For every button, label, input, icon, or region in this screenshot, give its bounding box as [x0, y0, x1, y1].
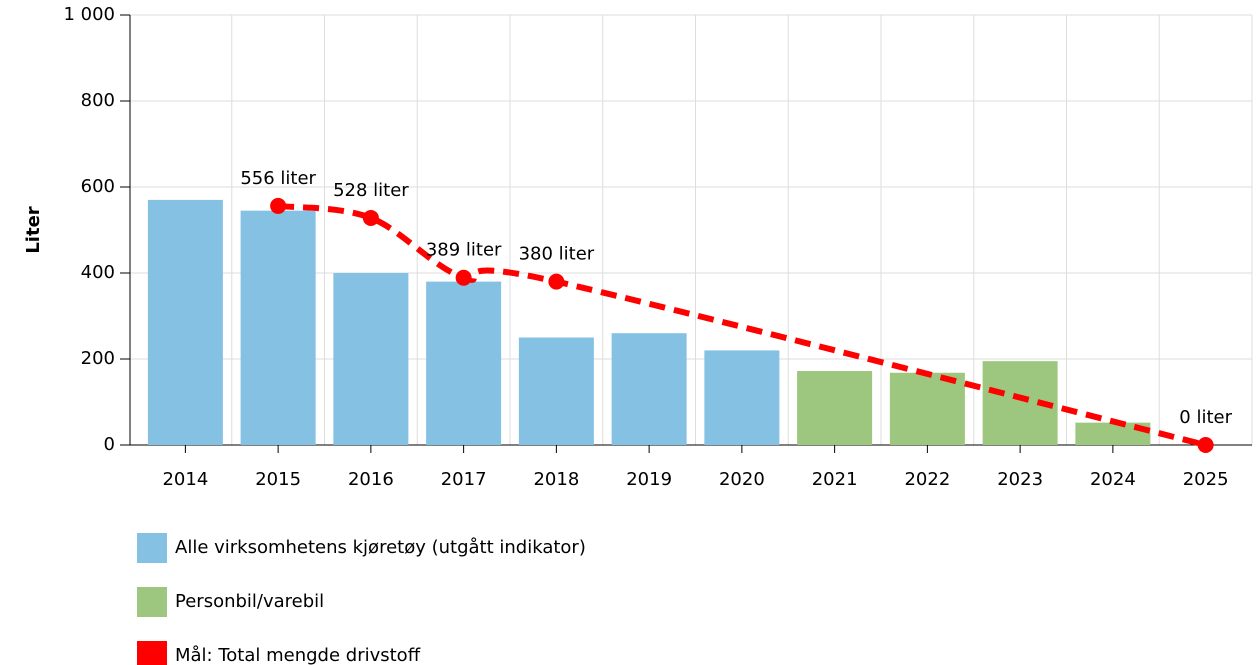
goal-point: [455, 269, 472, 286]
bar: [1075, 422, 1151, 445]
y-tick-label: 400: [81, 262, 115, 283]
data-label: 380 liter: [519, 244, 595, 265]
bar: [333, 273, 409, 445]
bar: [147, 199, 223, 445]
x-tick-label: 2015: [255, 469, 301, 490]
legend-label: Personbil/varebil: [175, 591, 324, 612]
y-tick-label: 0: [104, 434, 115, 455]
x-tick-label: 2023: [997, 469, 1043, 490]
legend-label: Mål: Total mengde drivstoff: [175, 645, 421, 665]
y-tick-label: 1 000: [63, 4, 115, 25]
x-tick-label: 2025: [1183, 469, 1229, 490]
x-tick-label: 2016: [348, 469, 394, 490]
goal-point: [362, 209, 379, 226]
data-label: 556 liter: [240, 168, 316, 189]
x-tick-label: 2014: [162, 469, 208, 490]
x-tick-label: 2024: [1090, 469, 1136, 490]
x-tick-label: 2019: [626, 469, 672, 490]
x-tick-label: 2022: [904, 469, 950, 490]
bar: [240, 210, 316, 445]
bar: [797, 371, 873, 445]
legend-swatch: [137, 533, 167, 563]
x-tick-label: 2017: [441, 469, 487, 490]
goal-line: [277, 202, 1207, 448]
goal-point: [548, 273, 565, 290]
data-label: 528 liter: [333, 180, 409, 201]
x-tick-label: 2020: [719, 469, 765, 490]
goal-point: [270, 197, 287, 214]
x-tick-label: 2018: [533, 469, 579, 490]
legend-label: Alle virksomhetens kjøretøy (utgått indi…: [175, 537, 586, 558]
bar: [704, 350, 780, 445]
y-tick-label: 800: [81, 90, 115, 111]
x-tick-label: 2021: [812, 469, 858, 490]
goal-point: [1197, 437, 1214, 453]
y-axis-label: Liter: [23, 206, 44, 253]
legend-swatch: [137, 641, 167, 665]
y-tick-label: 600: [81, 176, 115, 197]
bar: [426, 281, 502, 445]
y-tick-label: 200: [81, 348, 115, 369]
bar: [518, 337, 594, 445]
bar: [889, 372, 965, 445]
legend-swatch: [137, 587, 167, 617]
data-label: 389 liter: [426, 240, 502, 261]
data-label: 0 liter: [1179, 407, 1232, 428]
bar: [611, 333, 687, 445]
